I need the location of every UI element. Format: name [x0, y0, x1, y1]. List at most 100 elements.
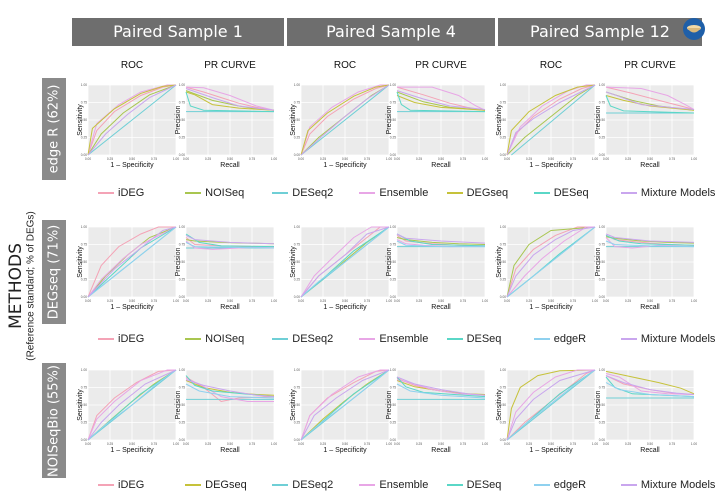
y-axis-title: Precision: [386, 106, 393, 135]
legend-label: DEGseq: [466, 187, 509, 199]
legend-item-ensemble: Ensemble: [359, 479, 428, 495]
y-axis-title: Precision: [175, 106, 182, 135]
y-axis-title: Precision: [175, 391, 182, 420]
legend-item-ensemble: Ensemble: [359, 187, 428, 203]
x-tick-label: 0.25: [625, 299, 631, 303]
y-axis-title: Precision: [386, 248, 393, 277]
x-tick-label: 0.75: [249, 442, 255, 446]
x-tick-label: 0.00: [298, 299, 304, 303]
x-tick-label: 0.00: [85, 442, 91, 446]
y-tick-label: 0.00: [500, 438, 506, 442]
legend-label: Ensemble: [379, 333, 429, 345]
legend-swatch: [533, 338, 550, 341]
series-line-ideg: [87, 84, 177, 156]
chart-panel-pr: 0.00 0.25 0.50 0.75 1.000.000.250.500.751.00…: [386, 225, 488, 311]
y-tick-label: 0.50: [179, 118, 185, 122]
y-tick-label: 0.00: [390, 438, 396, 442]
series-line-degseq: [185, 91, 275, 111]
series-line-ensemble: [185, 86, 275, 111]
x-tick-label: 0.25: [107, 442, 113, 446]
legend-item-mixture-models: Mixture Models: [620, 479, 715, 495]
x-tick-label: 0.75: [151, 157, 157, 161]
series-line-ideg: [185, 86, 275, 111]
legend-item-edger: edgeR: [533, 479, 587, 495]
y-tick-label: 0.50: [294, 260, 300, 264]
y-tick-label: 0.75: [81, 386, 87, 390]
x-axis-title: Recall: [640, 162, 660, 169]
chart-panel-roc: 0.00 0.25 0.50 0.75 1.00 0.00 0.25 0.50 0.75 1.00…: [290, 368, 392, 454]
chart-panel-roc: 0.00 0.25 0.50 0.75 1.00 0.00 0.25 0.50 0.75 1.00…: [496, 368, 598, 454]
legend-item-deseq2: DESeq2: [272, 479, 333, 495]
y-tick-label: 0.25: [294, 421, 300, 425]
x-tick-label: 1.00: [592, 299, 598, 303]
series-line-edger: [396, 240, 485, 248]
x-tick-label: 0.50: [438, 442, 444, 446]
y-tick-label: 0.50: [599, 118, 605, 122]
legend-swatch: [272, 192, 289, 195]
y-tick-label: 0.25: [599, 136, 605, 140]
x-tick-label: 0.50: [342, 157, 348, 161]
roc-title: ROC: [539, 60, 563, 71]
y-tick-label: 0.75: [81, 101, 87, 105]
y-tick-label: 0.25: [500, 136, 506, 140]
x-tick-label: 1.00: [386, 157, 392, 161]
roc-title: ROC: [120, 60, 144, 71]
series-line-edger: [396, 383, 486, 399]
y-tick-label: 0.25: [294, 278, 300, 282]
x-tick-label: 0.50: [227, 157, 233, 161]
row-label-text: NOISeqBio (55%): [46, 364, 62, 477]
series-line-degseq: [605, 370, 695, 395]
y-tick-label: 1.00: [390, 83, 396, 87]
y-tick-label: 1.00: [390, 368, 396, 372]
x-axis-title: Recall: [640, 304, 660, 311]
x-tick-label: 0.75: [364, 299, 370, 303]
legend-swatch: [446, 192, 463, 195]
y-tick-label: 1.00: [81, 225, 87, 229]
x-tick-label: 0.25: [526, 157, 532, 161]
series-line-degseq: [300, 84, 390, 156]
x-axis-title: Recall: [431, 447, 451, 454]
legend-swatch: [185, 338, 202, 341]
legend-item-noiseq: NOISeq: [185, 333, 244, 349]
legend-label: edgeR: [553, 479, 587, 491]
methods-title: METHODS: [6, 243, 26, 329]
methods-subtitle: (Reference standard; % of DEGs): [25, 211, 37, 361]
y-tick-label: 0.00: [81, 295, 87, 299]
legend-label: iDEG: [118, 333, 145, 345]
x-tick-label: 0.00: [85, 299, 91, 303]
x-tick-label: 1.00: [691, 442, 697, 446]
chart-panel-pr: 0.00 0.25 0.50 0.75 1.000.000.250.500.751.00…: [386, 83, 488, 169]
legend-swatch: [533, 484, 550, 487]
y-tick-label: 0.50: [500, 260, 506, 264]
x-tick-label: 0.25: [205, 157, 211, 161]
x-tick-label: 0.25: [416, 442, 422, 446]
legend-label: edgeR: [553, 333, 587, 345]
series-line-edger: [605, 382, 695, 398]
x-tick-label: 0.00: [298, 157, 304, 161]
x-tick-label: 0.25: [205, 442, 211, 446]
x-tick-label: 1.00: [691, 157, 697, 161]
y-tick-label: 0.75: [390, 386, 396, 390]
y-axis-title: Sensitivity: [496, 104, 503, 136]
x-tick-label: 0.00: [603, 157, 609, 161]
y-tick-label: 1.00: [599, 83, 605, 87]
x-axis-title: 1 – Specificity: [529, 304, 573, 311]
legend-label: DESeq: [553, 187, 589, 199]
x-tick-label: 1.00: [691, 299, 697, 303]
x-axis-title: Recall: [431, 304, 451, 311]
y-axis-title: Precision: [595, 248, 602, 277]
x-tick-label: 0.25: [526, 442, 532, 446]
x-tick-label: 0.25: [107, 299, 113, 303]
x-tick-label: 0.75: [249, 299, 255, 303]
series-line-mixture-models: [300, 84, 390, 156]
series-line-degseq: [506, 369, 596, 441]
series-line-ensemble: [87, 84, 176, 156]
series-line-ensemble: [300, 226, 389, 298]
series-line-mixture-models: [396, 90, 486, 110]
y-tick-label: 0.00: [179, 153, 185, 157]
x-tick-label: 0.00: [394, 299, 400, 303]
x-tick-label: 1.00: [386, 299, 392, 303]
y-tick-label: 0.50: [390, 118, 396, 122]
x-tick-label: 0.25: [205, 299, 211, 303]
x-tick-label: 1.00: [482, 299, 488, 303]
